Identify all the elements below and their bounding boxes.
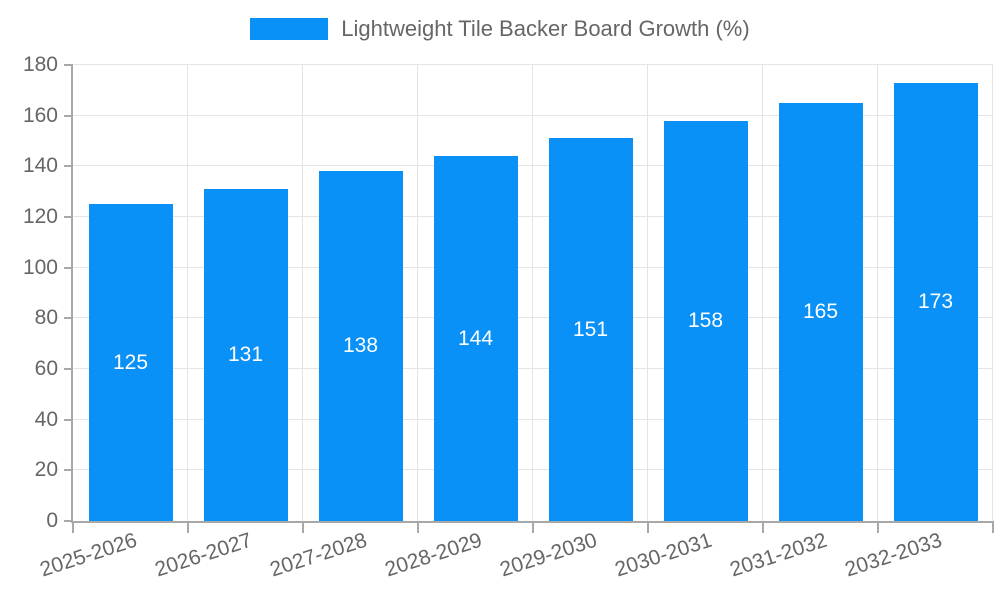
bar[interactable]: 131	[203, 189, 288, 521]
y-gridline	[73, 368, 993, 369]
bar-value-label: 125	[112, 350, 149, 374]
y-axis-tick-label: 120	[22, 205, 58, 228]
x-axis-tick	[72, 521, 74, 533]
y-axis-tick	[64, 469, 73, 472]
bar[interactable]: 138	[318, 171, 403, 521]
y-axis-tick-label: 180	[22, 53, 58, 76]
bar-value-label: 144	[457, 326, 494, 350]
bar-value-label: 138	[342, 334, 379, 358]
y-axis-tick-label: 0	[46, 509, 58, 532]
x-gridline	[302, 65, 303, 521]
x-gridline	[877, 65, 878, 521]
x-axis-tick	[532, 521, 534, 533]
bar-value-label: 165	[802, 300, 839, 323]
x-axis-tick-label: 2027-2028	[267, 528, 370, 582]
bar[interactable]: 173	[893, 82, 978, 521]
bar[interactable]: 165	[778, 103, 863, 521]
y-axis-tick	[64, 64, 73, 66]
x-axis-tick-label: 2031-2032	[727, 528, 830, 582]
x-axis-tick-label: 2029-2030	[497, 528, 600, 582]
y-gridline	[73, 165, 993, 167]
x-gridline	[532, 65, 533, 521]
bar[interactable]: 144	[433, 156, 518, 521]
bar-value-label: 173	[917, 289, 954, 313]
x-axis-tick	[762, 521, 764, 533]
x-gridline	[762, 65, 763, 521]
x-gridline	[992, 65, 993, 521]
x-axis-tick	[992, 521, 994, 533]
x-axis-tick	[417, 521, 419, 533]
y-axis-line	[71, 65, 73, 521]
bar-value-label: 158	[687, 308, 724, 332]
y-axis-tick-label: 20	[34, 458, 58, 482]
x-axis-tick-label: 2030-2031	[612, 528, 715, 582]
x-axis-tick-label: 2032-2033	[842, 528, 945, 582]
y-axis-tick	[64, 266, 73, 269]
y-gridline	[73, 317, 993, 319]
y-gridline	[73, 114, 993, 116]
y-axis-tick	[64, 114, 73, 117]
x-gridline	[417, 65, 418, 521]
x-axis-tick-label: 2028-2029	[382, 528, 485, 582]
x-axis-tick	[647, 521, 649, 533]
x-axis-tick	[877, 521, 879, 533]
legend[interactable]: Lightweight Tile Backer Board Growth (%)	[0, 16, 1000, 42]
y-axis-tick-label: 140	[22, 154, 58, 178]
y-axis-tick	[64, 520, 73, 522]
x-gridline	[647, 65, 648, 521]
legend-label: Lightweight Tile Backer Board Growth (%)	[341, 16, 750, 41]
bar[interactable]: 158	[663, 120, 748, 521]
y-axis-tick	[64, 165, 73, 168]
legend-swatch-icon	[250, 18, 329, 40]
y-gridline	[73, 469, 993, 471]
x-axis-tick	[302, 521, 304, 533]
bar-value-label: 131	[227, 343, 264, 367]
y-gridline	[73, 418, 993, 420]
y-axis-tick-label: 160	[22, 103, 58, 127]
bar[interactable]: 151	[548, 138, 633, 521]
y-axis-tick-label: 80	[34, 306, 58, 330]
x-axis-tick	[187, 521, 189, 533]
y-axis-tick	[64, 418, 73, 421]
bar-value-label: 151	[572, 317, 609, 341]
y-gridline	[73, 216, 993, 217]
x-axis-line	[71, 521, 993, 523]
y-axis-tick	[64, 368, 73, 370]
x-axis-tick-label: 2025-2026	[37, 528, 140, 582]
y-axis-tick-label: 60	[34, 357, 58, 380]
y-axis-tick	[64, 317, 73, 320]
y-axis-tick-label: 40	[34, 407, 58, 431]
y-gridline	[73, 64, 993, 65]
x-axis-tick-label: 2026-2027	[152, 528, 255, 582]
y-gridline	[73, 266, 993, 268]
y-axis-tick-label: 100	[22, 255, 58, 279]
bar[interactable]: 125	[88, 204, 173, 521]
y-axis-tick	[64, 216, 73, 218]
x-gridline	[187, 65, 188, 521]
